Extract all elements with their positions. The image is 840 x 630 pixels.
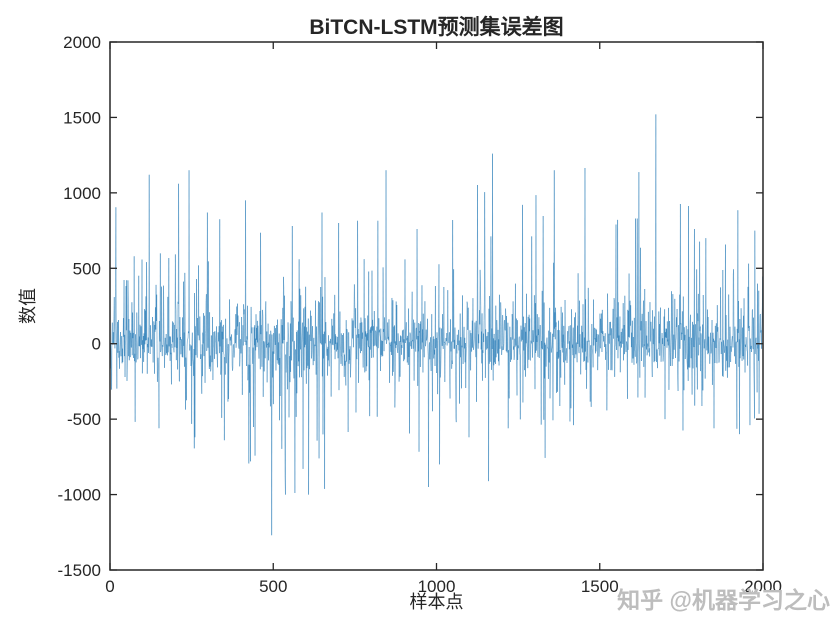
y-tick-label: 1500 (63, 108, 101, 127)
y-tick-label: 2000 (63, 33, 101, 52)
x-axis-label: 样本点 (410, 592, 464, 612)
axis-ticks: 0 500 1000 1500 2000 -1500 -1000 -500 0 500 1000 15… (58, 33, 782, 596)
x-tick-label: 0 (105, 577, 114, 596)
y-tick-label: -1000 (58, 486, 101, 505)
x-tick-label: 1500 (581, 577, 619, 596)
x-tick-label: 500 (259, 577, 287, 596)
x-tick-label: 1000 (418, 577, 456, 596)
error-series-line (109, 114, 764, 536)
watermark-shadow: 知乎 @机器学习之心 (619, 589, 832, 615)
y-tick-label: -500 (67, 410, 101, 429)
x-tick-label: 2000 (744, 577, 782, 596)
y-tick-label: 1000 (63, 184, 101, 203)
watermark: 知乎 @机器学习之心 (617, 587, 830, 613)
y-tick-label: 0 (92, 335, 101, 354)
y-axis-label: 数值 (18, 288, 38, 324)
chart-title: BiTCN-LSTM预测集误差图 (309, 15, 563, 39)
y-tick-label: -1500 (58, 561, 101, 580)
y-tick-label: 500 (73, 259, 101, 278)
